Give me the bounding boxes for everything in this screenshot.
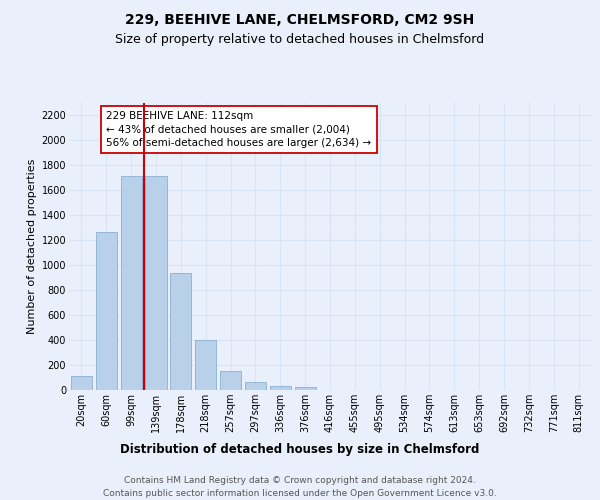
Bar	[295, 387, 316, 390]
Text: Distribution of detached houses by size in Chelmsford: Distribution of detached houses by size …	[121, 442, 479, 456]
Text: Size of property relative to detached houses in Chelmsford: Size of property relative to detached ho…	[115, 32, 485, 46]
Bar	[71, 376, 92, 390]
Text: Contains HM Land Registry data © Crown copyright and database right 2024.: Contains HM Land Registry data © Crown c…	[124, 476, 476, 485]
Bar	[195, 340, 216, 390]
Y-axis label: Number of detached properties: Number of detached properties	[28, 158, 37, 334]
Bar	[145, 176, 167, 390]
Bar	[270, 386, 291, 390]
Bar	[220, 371, 241, 390]
Bar	[96, 232, 117, 390]
Text: 229 BEEHIVE LANE: 112sqm
← 43% of detached houses are smaller (2,004)
56% of sem: 229 BEEHIVE LANE: 112sqm ← 43% of detach…	[106, 112, 371, 148]
Bar	[121, 176, 142, 390]
Bar	[170, 272, 191, 390]
Bar	[245, 382, 266, 390]
Text: Contains public sector information licensed under the Open Government Licence v3: Contains public sector information licen…	[103, 489, 497, 498]
Text: 229, BEEHIVE LANE, CHELMSFORD, CM2 9SH: 229, BEEHIVE LANE, CHELMSFORD, CM2 9SH	[125, 12, 475, 26]
